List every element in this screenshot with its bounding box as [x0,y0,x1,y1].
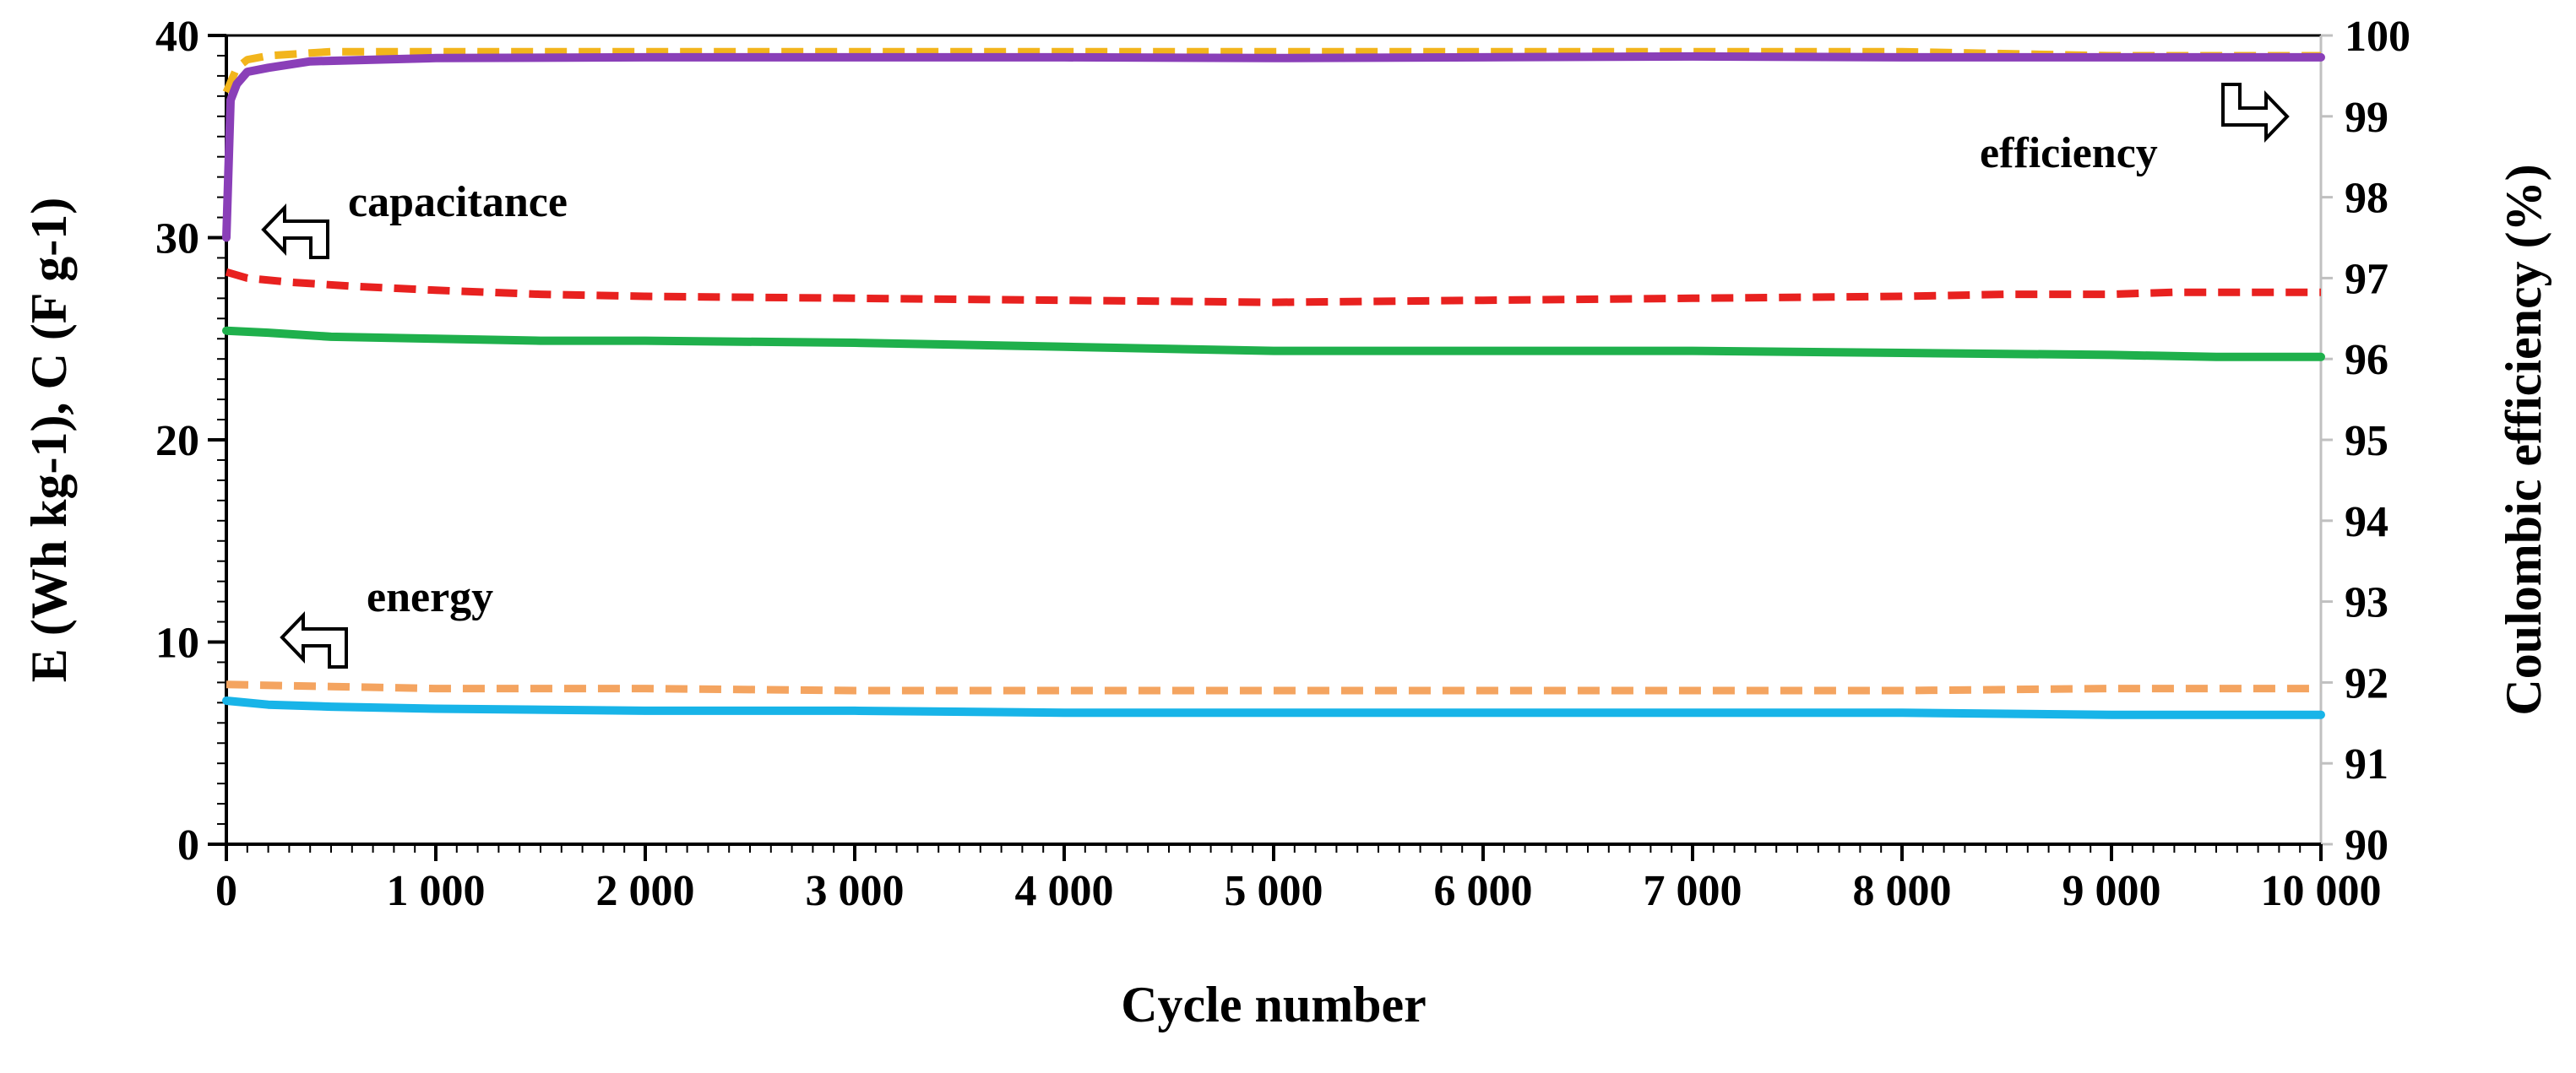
series-capacitance-solid [222,326,2325,361]
x-tick-label: 9 000 [2062,867,2161,915]
x-tick-label: 1 000 [387,867,486,915]
x-tick-label: 3 000 [806,867,905,915]
x-tick-label: 2 000 [596,867,695,915]
y-right-tick-label: 97 [2345,255,2389,303]
series-energy-dashed [226,680,2321,695]
y-right-tick-label: 90 [2345,821,2389,870]
y-right-tick-label: 92 [2345,659,2389,707]
y-right-tick-label: 98 [2345,175,2389,223]
series-energy-solid [222,696,2325,719]
series-efficiency-solid [222,51,2325,242]
y-right-tick-label: 94 [2345,498,2389,546]
y-left-tick-label: 30 [155,215,199,263]
y-left-axis-title: E (Wh kg-1), C (F g-1) [21,198,77,682]
x-tick-label: 6 000 [1434,867,1533,915]
efficiency-annotation: efficiency [1980,129,2158,177]
y-right-axis-title: Coulombic efficiency (%) [2496,164,2552,715]
y-left-tick-label: 10 [155,620,199,668]
y-left-tick-label: 20 [155,417,199,465]
y-right-tick-label: 99 [2345,94,2389,142]
y-right-tick-label: 100 [2345,13,2410,61]
ticks-layer [208,34,2333,861]
energy-annotation: energy [367,573,493,621]
x-tick-label: 5 000 [1225,867,1323,915]
y-left-tick-label: 40 [155,13,199,61]
series-capacitance-dashed [225,268,2321,306]
tick-labels-layer: 0 10 20 30 40 90 91 92 93 94 95 96 97 98 99 100 0 1 000 2 … [155,13,2410,915]
series-layer [222,47,2325,719]
y-right-tick-label: 91 [2345,740,2389,788]
series-efficiency-dashed [222,47,2321,94]
capacitance-arrow-icon [261,203,329,259]
x-axis-title: Cycle number [1121,977,1427,1032]
y-right-tick-label: 95 [2345,417,2389,465]
x-tick-label: 10 000 [2261,867,2382,915]
x-tick-label: 4 000 [1015,867,1114,915]
y-right-tick-label: 96 [2345,336,2389,384]
x-tick-label: 8 000 [1853,867,1952,915]
energy-arrow-icon [280,611,348,669]
x-tick-label: 7 000 [1644,867,1742,915]
capacitance-annotation: capacitance [348,178,568,226]
y-right-tick-label: 93 [2345,579,2389,627]
efficiency-arrow-icon [2221,83,2290,143]
x-tick-label: 0 [215,867,237,915]
y-left-tick-label: 0 [177,821,199,870]
